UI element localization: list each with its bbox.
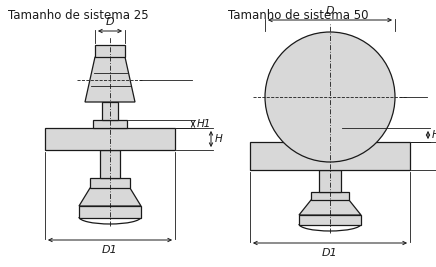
Text: D1: D1 [322,248,338,258]
Text: D1: D1 [102,245,118,255]
Bar [100,150,120,178]
Bar [90,178,130,188]
Text: H1: H1 [197,119,211,129]
Text: Tamanho de sistema 25: Tamanho de sistema 25 [8,9,149,22]
Bar [102,102,118,120]
Polygon shape [79,188,141,206]
Bar [79,206,141,218]
Bar [93,120,127,128]
Text: D: D [106,17,114,27]
Bar [319,170,341,192]
Text: H1: H1 [432,130,436,140]
Ellipse shape [265,32,395,162]
Bar [45,128,175,150]
Text: D: D [326,6,334,16]
Bar [250,142,410,170]
Text: Tamanho de sistema 50: Tamanho de sistema 50 [228,9,368,22]
Polygon shape [85,57,135,102]
Bar [299,215,361,225]
Text: H: H [215,134,223,144]
Polygon shape [299,200,361,215]
Bar [311,192,349,200]
Bar [95,45,125,57]
